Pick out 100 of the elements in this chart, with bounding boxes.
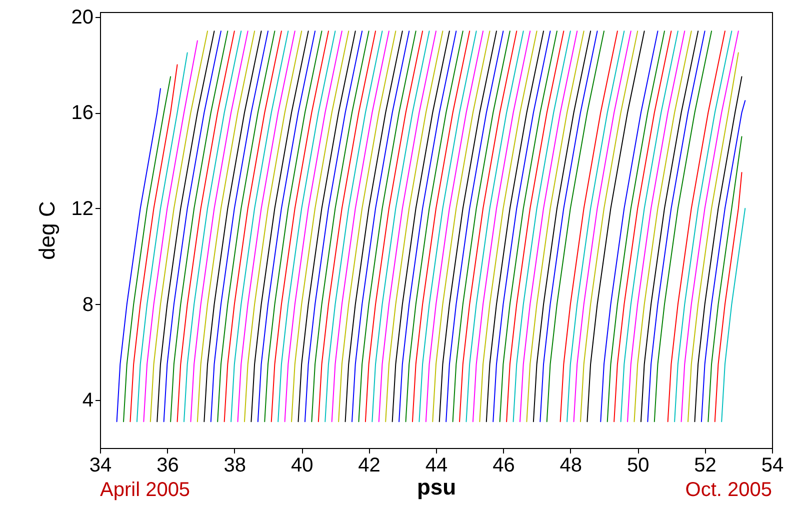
line-series [257,30,316,422]
y-tick-label: 20 [71,6,94,28]
x-axis-title: psu [416,474,456,500]
line-series [667,30,726,422]
y-tick-label: 8 [82,294,94,316]
line-series [204,30,262,422]
y-tick-label: 4 [82,390,94,412]
line-series [700,100,746,422]
line-series [674,30,732,422]
line-series [163,30,222,422]
line-series [398,30,457,422]
line-series [708,136,742,422]
line-series [344,30,403,422]
line-series [372,30,430,422]
line-series [143,40,198,422]
line-series [418,30,477,422]
line-series [520,30,578,422]
x-tick-label: 38 [224,454,246,476]
line-series [385,30,444,422]
line-series [600,30,658,422]
line-series [237,30,296,422]
line-series [364,30,424,422]
line-series [479,30,538,422]
line-series [492,30,551,422]
x-tick-label: 46 [492,454,515,476]
y-tick-label: 12 [71,198,94,220]
line-series [217,30,276,422]
line-series [190,30,248,422]
line-series [566,30,625,422]
line-series [311,30,370,422]
line-series [573,30,632,422]
line-series [540,30,598,422]
line-series [620,30,678,422]
x-tick-label: 54 [761,454,784,476]
line-series [472,30,531,422]
line-series [452,30,510,422]
line-series [580,30,638,422]
line-series [654,30,712,422]
line-series [318,30,376,422]
line-series [459,30,518,422]
line-series [438,30,497,422]
x-tick-label: 42 [358,454,380,476]
line-series [378,30,436,422]
line-series [640,30,699,422]
line-series [196,30,256,422]
x-tick-label: 34 [89,454,112,476]
x-tick-label: 36 [156,454,179,476]
line-series [304,30,363,422]
line-series [123,76,172,422]
line-series [647,30,706,422]
text: Oct. 2005 [685,479,772,501]
line-series [614,30,672,422]
line-series [270,30,329,422]
line-series [116,88,161,422]
line-series [560,30,618,422]
line-series [210,30,268,422]
line-series [526,30,584,422]
line-series [150,30,208,422]
line-series [499,30,558,422]
line-series [264,30,322,422]
line-series [291,30,350,422]
line-series [512,30,571,422]
line-series [532,30,592,422]
y-tick-label: 16 [71,102,94,124]
line-series [486,30,544,422]
line-series [721,208,746,422]
line-series [244,30,302,422]
line-series [136,52,188,422]
line-series [338,30,396,422]
line-series [130,64,178,422]
line-series [284,30,342,422]
x-tick-label: 52 [694,454,716,476]
line-series [606,30,665,422]
line-series [466,30,524,422]
line-series [230,30,289,422]
x-tick-label: 48 [560,454,582,476]
y-axis-title: deg C [34,201,60,260]
line-series [688,52,739,422]
line-series [278,30,336,422]
line-series [392,30,450,422]
line-series [298,30,356,422]
line-series [634,30,692,422]
line-series [224,30,282,422]
line-series [680,30,739,422]
text: April 2005 [100,479,190,501]
line-series [546,30,604,422]
line-series [425,30,484,422]
line-series [446,30,504,422]
x-tick-label: 44 [425,454,448,476]
x-tick-label: 50 [626,454,650,476]
line-series [156,30,215,422]
line-series [358,30,416,422]
line-series [694,76,742,422]
line-series [170,30,228,422]
line-series [506,30,564,422]
x-tick-label: 40 [290,454,314,476]
line-series [412,30,470,422]
line-series [331,30,390,422]
line-series [432,30,490,422]
line-series [250,30,309,422]
